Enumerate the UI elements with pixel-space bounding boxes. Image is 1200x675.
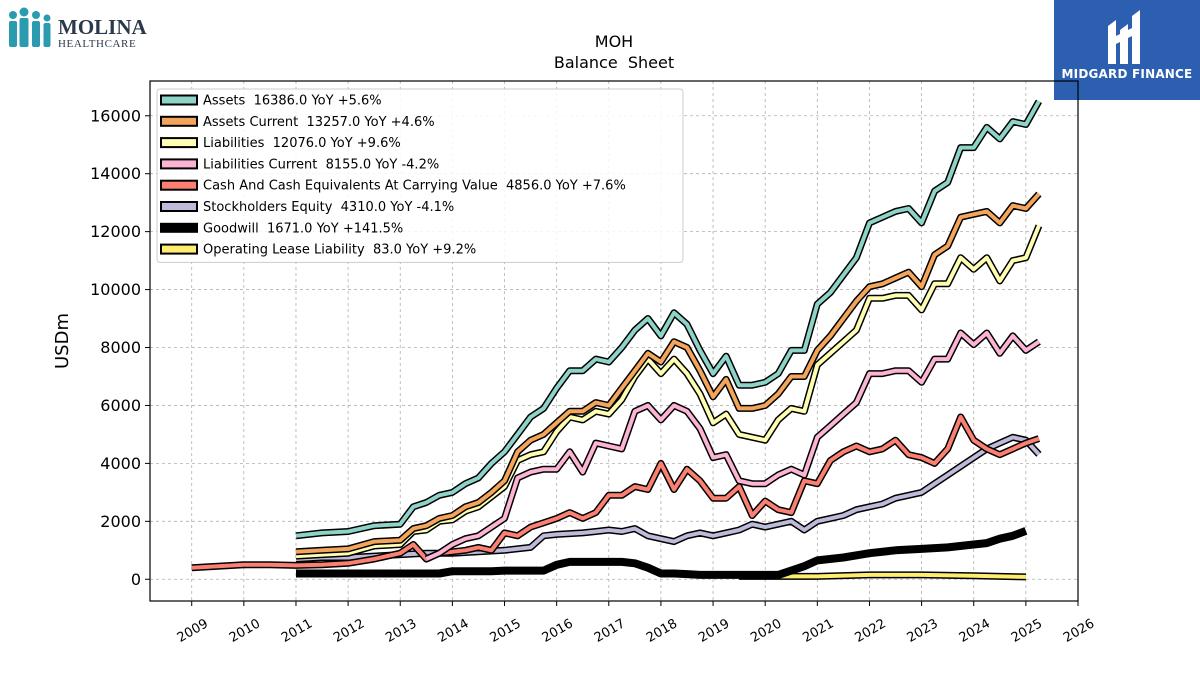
legend-swatch (160, 94, 198, 106)
series-line (425, 331, 1041, 561)
legend-item: Liabilities Current 8155.0 YoY -4.2% (160, 157, 439, 172)
x-tick-label: 2021 (800, 616, 836, 646)
y-tick-label: 14000 (90, 164, 141, 183)
y-tick-label: 10000 (90, 280, 141, 299)
series-0 (295, 99, 1042, 540)
x-tick-label: 2020 (748, 616, 784, 646)
x-tick-label: 2013 (383, 616, 419, 646)
x-tick-label: 2018 (644, 616, 680, 646)
x-tick-label: 2014 (435, 616, 471, 646)
x-tick-label: 2025 (1009, 616, 1045, 646)
legend: Assets 16386.0 YoY +5.6% Assets Current 1… (156, 88, 684, 263)
series-line (295, 100, 1041, 538)
legend-item: Assets Current 13257.0 YoY +4.6% (160, 115, 435, 130)
legend-item: Cash And Cash Equivalents At Carrying Va… (160, 179, 626, 194)
legend-swatch (160, 222, 198, 233)
midgard-wordmark: MIDGARD FINANCE (1061, 67, 1193, 81)
legend-item: Stockholders Equity 4310.0 YoY -4.1% (160, 200, 454, 215)
y-axis-label: USDm (52, 313, 73, 369)
legend-label: Assets Current 13257.0 YoY +4.6% (203, 115, 435, 130)
chart-title: MOH (595, 32, 633, 51)
x-tick-label: 2023 (905, 616, 941, 646)
midgard-monogram-icon (1108, 10, 1140, 64)
legend-swatch (160, 179, 198, 191)
y-tick-label: 16000 (90, 106, 141, 125)
legend-label: Operating Lease Liability 83.0 YoY +9.2% (203, 243, 476, 258)
y-tick-label: 8000 (100, 338, 141, 357)
y-axis: 0 2000 4000 6000 8000 10000 12000 14000 16000 (90, 106, 150, 589)
y-tick-label: 2000 (100, 512, 141, 531)
series-2 (295, 224, 1043, 560)
x-tick-label: 2012 (331, 616, 367, 646)
legend-item: Assets 16386.0 YoY +5.6% (160, 94, 382, 109)
legend-label: Liabilities Current 8155.0 YoY -4.2% (203, 157, 439, 172)
legend-swatch (160, 201, 198, 212)
x-tick-label: 2026 (1061, 616, 1097, 646)
x-tick-label: 2011 (279, 616, 315, 646)
x-tick-label: 2019 (696, 616, 732, 646)
series-3 (424, 329, 1041, 563)
legend-label: Liabilities 12076.0 YoY +9.6% (203, 136, 401, 151)
legend-label: Assets 16386.0 YoY +5.6% (203, 94, 382, 109)
series-line (296, 527, 1028, 579)
series-line (191, 415, 1040, 570)
legend-swatch (160, 158, 198, 170)
legend-label: Cash And Cash Equivalents At Carrying Va… (203, 179, 626, 194)
molina-people-icon: MOLINA HEALTHCARE (9, 7, 148, 50)
x-tick-label: 2015 (488, 616, 524, 646)
legend-swatch (160, 243, 198, 255)
x-tick-label: 2016 (540, 616, 576, 646)
series-4 (191, 413, 1041, 572)
chart-subtitle: Balance Sheet (554, 53, 674, 72)
molina-wordmark: MOLINA (58, 15, 148, 39)
molina-healthcare-logo: MOLINA HEALTHCARE (6, 6, 156, 52)
series-line (295, 435, 1041, 561)
plot-frame (149, 80, 1079, 602)
series-1 (295, 191, 1042, 556)
x-tick-label: 2017 (592, 616, 628, 646)
x-tick-label: 2022 (852, 616, 888, 646)
series-layer (191, 99, 1043, 581)
x-tick-label: 2024 (957, 616, 993, 646)
series-5 (295, 433, 1042, 563)
series-6 (296, 527, 1028, 579)
legend-item: Operating Lease Liability 83.0 YoY +9.2% (160, 243, 476, 258)
x-tick-label: 2010 (227, 616, 263, 646)
y-tick-label: 6000 (100, 396, 141, 415)
healthcare-wordmark: HEALTHCARE (58, 38, 136, 50)
legend-item: Goodwill 1671.0 YoY +141.5% (160, 221, 403, 236)
y-tick-label: 4000 (100, 454, 141, 473)
y-tick-label: 0 (131, 570, 141, 589)
legend-box (156, 88, 684, 263)
x-tick-label: 2009 (175, 616, 211, 646)
legend-label: Goodwill 1671.0 YoY +141.5% (203, 221, 403, 236)
legend-swatch (160, 137, 198, 149)
legend-label: Stockholders Equity 4310.0 YoY -4.1% (203, 200, 454, 215)
series-line (295, 192, 1041, 554)
legend-item: Liabilities 12076.0 YoY +9.6% (160, 136, 401, 151)
legend-swatch (160, 115, 198, 127)
x-axis: 2009 2010 2011 2012 2013 2014 2015 2016 2017 2018… (175, 601, 1097, 646)
series-line (295, 225, 1041, 559)
y-tick-label: 12000 (90, 222, 141, 241)
